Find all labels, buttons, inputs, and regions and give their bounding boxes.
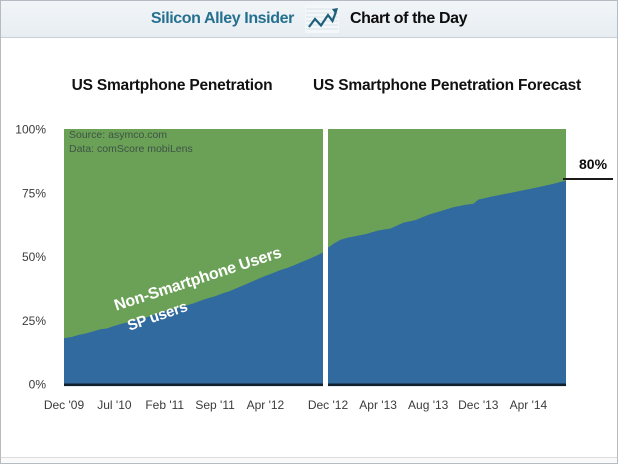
left-chart: Dec '09 Jul '10 Feb '11 Sep '11 Apr '12	[44, 129, 323, 412]
eighty-percent-label: 80%	[579, 156, 608, 172]
x-tick-label: Apr '14	[510, 398, 548, 412]
y-axis-labels: 100% 75% 50% 25% 0%	[15, 123, 46, 392]
x-tick-label: Apr '12	[247, 398, 285, 412]
data-line: Data: comScore mobiLens	[69, 143, 193, 155]
x-tick-label: Dec '13	[458, 398, 499, 412]
x-tick-label: Jul '10	[97, 398, 132, 412]
source-attribution: Source: asymco.com Data: comScore mobiLe…	[69, 128, 193, 156]
y-tick-label: 100%	[15, 123, 46, 137]
x-tick-label: Feb '11	[145, 398, 184, 412]
y-tick-label: 0%	[29, 378, 47, 392]
right-chart: Dec '12 Apr '13 Aug '13 Dec '13 Apr '14	[308, 129, 566, 412]
x-axis-line	[64, 383, 323, 387]
x-tick-label: Apr '13	[359, 398, 397, 412]
bottom-border-strip	[1, 457, 617, 463]
source-line: Source: asymco.com	[69, 129, 168, 141]
x-axis-line	[328, 383, 566, 387]
left-chart-title: US Smartphone Penetration	[71, 77, 273, 94]
smartphone-area	[64, 252, 323, 384]
y-tick-label: 50%	[22, 250, 46, 264]
smartphone-area	[328, 180, 566, 384]
x-tick-label: Sep '11	[195, 398, 235, 412]
brand-logo-text: Silicon Alley Insider	[150, 10, 294, 27]
right-chart-title: US Smartphone Penetration Forecast	[313, 77, 581, 94]
header: Silicon Alley Insider Chart of the Day	[1, 1, 617, 38]
x-tick-label: Dec '12	[308, 398, 349, 412]
x-tick-label: Aug '13	[408, 398, 449, 412]
x-tick-label: Dec '09	[44, 398, 85, 412]
y-tick-label: 75%	[22, 186, 46, 200]
chart-of-the-day-label: Chart of the Day	[349, 10, 468, 27]
sparkline-arrow-icon	[304, 5, 339, 33]
y-tick-label: 25%	[22, 314, 46, 328]
eighty-percent-line	[563, 178, 613, 180]
